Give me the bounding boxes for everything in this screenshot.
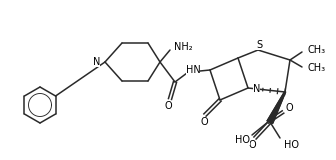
Polygon shape (267, 92, 286, 123)
Text: N: N (93, 57, 100, 67)
Text: N: N (253, 84, 260, 94)
Text: HN: HN (185, 65, 200, 75)
Text: O: O (248, 140, 256, 150)
Text: NH₂: NH₂ (174, 42, 193, 52)
Text: CH₃: CH₃ (308, 63, 326, 73)
Text: HO: HO (235, 135, 250, 145)
Polygon shape (267, 92, 286, 123)
Text: O: O (164, 101, 172, 111)
Text: O: O (286, 103, 294, 113)
Text: HO: HO (284, 140, 299, 150)
Text: S: S (256, 40, 262, 50)
Text: O: O (200, 117, 208, 127)
Text: CH₃: CH₃ (308, 45, 326, 55)
